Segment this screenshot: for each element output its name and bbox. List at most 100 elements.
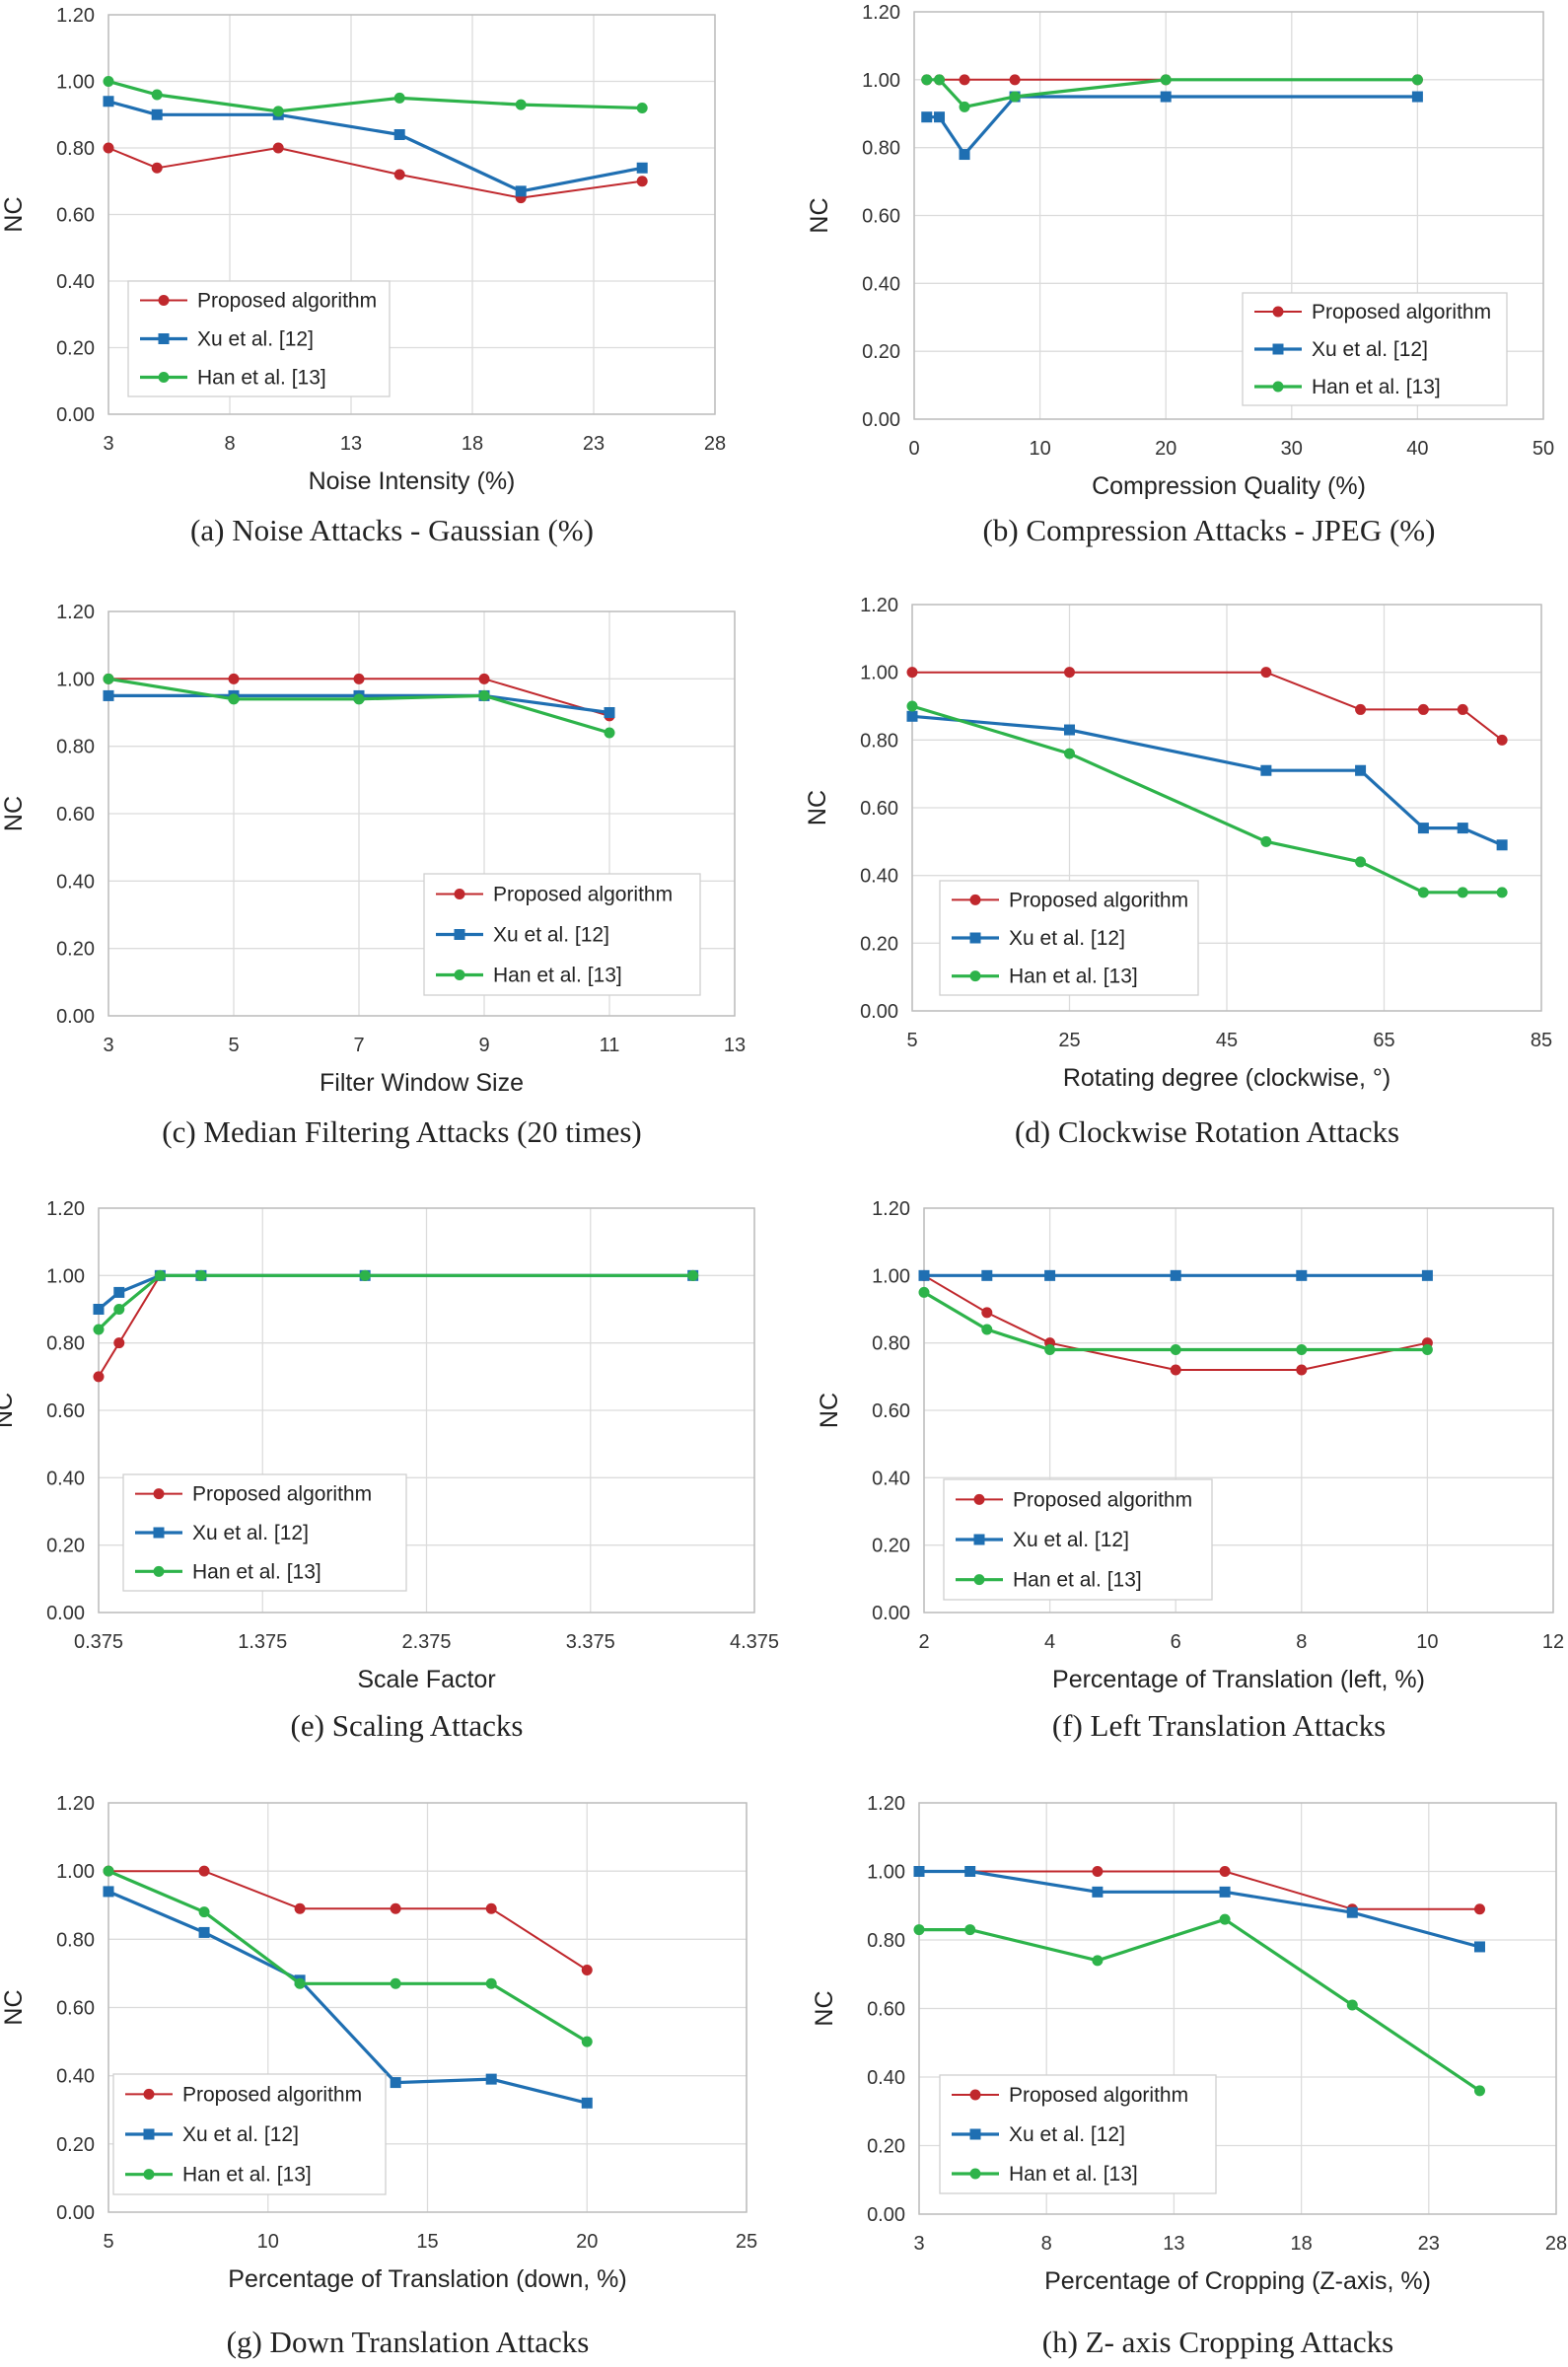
- chart6-y-tick-label: 0.20: [872, 1536, 910, 1557]
- chart8-series-xu-point: [964, 1866, 976, 1877]
- chart4-y-tick-label: 0.00: [860, 1001, 898, 1023]
- chart1-series-han-point: [272, 106, 284, 117]
- chart1-series-han-point: [515, 99, 527, 110]
- chart7-series-xu-line: [107, 1890, 588, 2105]
- chart8-y-tick-label: 1.00: [867, 1862, 905, 1884]
- chart2-plot-frame: [913, 11, 1544, 420]
- chart3-legend-swatch-marker: [454, 889, 465, 899]
- chart6-x-tick-label: 6: [1171, 1631, 1181, 1653]
- chart2: 0.00 0.20 0.40 0.60 0.80 1.00 1.20 0 10 20 30 40 50 C…: [806, 2, 1554, 547]
- chart6-series-han-point: [981, 1324, 993, 1335]
- chart2-x-tick-label: 30: [1281, 438, 1303, 460]
- chart1-series-proposed-point: [636, 176, 648, 187]
- chart3-x-tick-label: 9: [478, 1035, 489, 1056]
- chart6-series-xu-point: [1421, 1269, 1433, 1281]
- chart7-y-tick-label: 1.20: [56, 1793, 95, 1815]
- chart3-legend-label: Proposed algorithm: [493, 884, 673, 906]
- chart8-y-tick-label: 0.00: [867, 2204, 905, 2226]
- chart5-series-han-point: [154, 1269, 166, 1281]
- chart3-series-xu-point: [103, 689, 114, 701]
- chart8-series-proposed-point: [1092, 1866, 1104, 1877]
- chart2-y-tick-label: 1.20: [862, 2, 900, 24]
- chart8-legend-swatch-marker: [969, 2128, 981, 2140]
- chart2-y-tick-label: 0.00: [862, 409, 900, 431]
- chart5-legend-swatch-marker: [153, 1527, 165, 1539]
- chart4-legend-label: Proposed algorithm: [1009, 889, 1188, 911]
- chart1-series-proposed-point: [103, 142, 114, 154]
- chart1-series-xu-point: [103, 96, 114, 108]
- chart5-x-axis-label: Scale Factor: [357, 1666, 495, 1693]
- chart6-series-proposed-point: [1170, 1364, 1181, 1376]
- chart2-x-tick-label: 10: [1029, 438, 1050, 460]
- chart5-y-tick-label: 0.60: [46, 1400, 85, 1422]
- chart2-series-proposed-point: [959, 74, 970, 86]
- chart5-x-tick-label: 1.375: [238, 1631, 287, 1653]
- chart2-legend-swatch-marker: [1272, 381, 1284, 393]
- chart4-series-proposed-line: [912, 671, 1503, 742]
- chart1-series-xu-point: [393, 129, 405, 140]
- chart4-series-xu-point: [1457, 823, 1468, 834]
- chart8-x-tick-label: 8: [1041, 2233, 1052, 2255]
- chart7-legend-swatch-marker: [143, 2088, 155, 2100]
- chart1-series-han-point: [151, 89, 163, 101]
- chart6-series-xu-point: [1170, 1269, 1181, 1281]
- chart4-series-han-point: [1260, 835, 1272, 847]
- chart5-x-tick-label: 3.375: [566, 1631, 615, 1653]
- chart3-series-han-point: [604, 727, 615, 739]
- chart6-series-xu-point: [1296, 1269, 1308, 1281]
- chart4-series-xu-point: [1064, 724, 1075, 736]
- chart7-x-axis-label: Percentage of Translation (down, %): [228, 2265, 626, 2293]
- chart1: 0.00 0.20 0.40 0.60 0.80 1.00 1.20 3 8 13 18 23 28 No…: [0, 5, 726, 547]
- chart8-y-axis-label: NC: [811, 1990, 838, 2026]
- chart6-x-tick-label: 2: [918, 1631, 929, 1653]
- chart7-series-xu-point: [390, 2077, 401, 2089]
- chart4-series-proposed-point: [1417, 703, 1429, 715]
- chart4-series-han-point: [1457, 887, 1468, 898]
- chart8-series-han-point: [1092, 1955, 1104, 1967]
- chart3-series-han-point: [228, 693, 240, 705]
- chart8-y-tick-label: 0.20: [867, 2136, 905, 2158]
- chart4-series-xu-line: [911, 714, 1503, 847]
- chart2-series-xu-point: [1411, 91, 1423, 103]
- chart3-series-han-point: [353, 693, 365, 705]
- chart7-x-tick-label: 10: [257, 2231, 279, 2253]
- chart4-legend-swatch-marker: [969, 970, 981, 982]
- chart8-legend-swatch-marker: [969, 2089, 981, 2101]
- chart2-series-han-point: [1009, 91, 1021, 103]
- chart3-x-tick-label: 3: [103, 1035, 113, 1056]
- chart1-legend-label: Xu et al. [12]: [197, 328, 314, 351]
- chart7-caption: (g) Down Translation Attacks: [227, 2325, 590, 2359]
- chart5-series-proposed-point: [93, 1371, 105, 1383]
- chart6-series-proposed-point: [981, 1307, 993, 1319]
- chart2-series-han-point: [921, 74, 933, 86]
- chart4-series-xu-point: [1260, 764, 1272, 776]
- chart8-series-xu-point: [913, 1866, 925, 1877]
- chart1-plot-frame: [107, 14, 716, 415]
- chart7-series-han-point: [198, 1906, 210, 1918]
- chart6-legend-swatch-marker: [973, 1534, 985, 1545]
- chart3-y-tick-label: 1.00: [56, 669, 95, 690]
- chart4-series-proposed-point: [1355, 703, 1367, 715]
- chart4-series-xu-point: [906, 710, 918, 722]
- chart5-series-xu-line: [97, 1273, 693, 1311]
- chart2-series-han-point: [934, 74, 946, 86]
- chart1-series-xu-point: [515, 185, 527, 197]
- chart4-y-axis-label: NC: [804, 790, 831, 825]
- chart8-x-tick-label: 28: [1545, 2233, 1567, 2255]
- chart7-series-proposed-point: [485, 1902, 497, 1914]
- chart6-y-tick-label: 0.80: [872, 1333, 910, 1355]
- chart8-y-tick-label: 0.40: [867, 2067, 905, 2089]
- chart7-legend-label: Proposed algorithm: [182, 2083, 362, 2106]
- chart8-series-han-line: [919, 1917, 1481, 2093]
- chart7-series-han-point: [294, 1977, 306, 1989]
- chart2-series-han-point: [959, 101, 970, 112]
- chart2-legend-swatch-marker: [1272, 343, 1284, 355]
- chart8-series-proposed-point: [1219, 1866, 1231, 1877]
- chart4-x-tick-label: 45: [1216, 1030, 1238, 1051]
- chart2-legend-label: Proposed algorithm: [1312, 301, 1491, 323]
- chart4-plot-frame: [911, 604, 1542, 1012]
- chart4-series-xu-point: [1496, 839, 1508, 851]
- chart2-series-xu-point: [921, 111, 933, 123]
- chart3-y-tick-label: 0.40: [56, 871, 95, 893]
- chart6-y-tick-label: 1.00: [872, 1265, 910, 1287]
